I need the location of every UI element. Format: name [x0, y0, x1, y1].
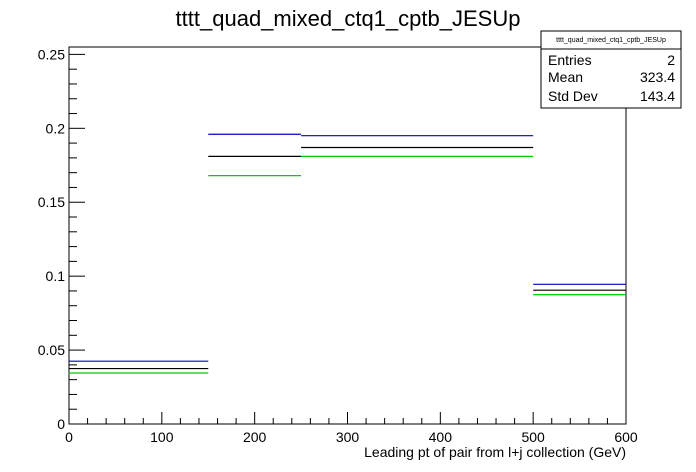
series-layer — [69, 133, 626, 374]
y-tick-label: 0 — [57, 416, 65, 432]
x-tick-label: 100 — [150, 429, 174, 445]
y-tick-label: 0.15 — [38, 194, 65, 210]
stats-mean-value: 323.4 — [640, 69, 675, 85]
stats-stddev-value: 143.4 — [640, 88, 675, 104]
chart-title: tttt_quad_mixed_ctq1_cptb_JESUp — [176, 6, 521, 31]
x-axis: 0 100 200 300 400 500 600 — [65, 412, 638, 445]
x-tick-label: 600 — [614, 429, 638, 445]
histogram-series-2 — [69, 155, 626, 374]
x-tick-label: 500 — [521, 429, 545, 445]
histogram-series-1 — [69, 146, 626, 370]
stats-stddev-label: Std Dev — [548, 88, 598, 104]
x-axis-label: Leading pt of pair from l+j collection (… — [364, 444, 626, 460]
stats-mean-label: Mean — [548, 69, 583, 85]
y-tick-label: 0.2 — [46, 120, 66, 136]
x-tick-label: 200 — [243, 429, 267, 445]
stats-entries-value: 2 — [667, 52, 675, 68]
x-tick-label: 0 — [65, 429, 73, 445]
y-tick-label: 0.25 — [38, 46, 65, 62]
x-tick-label: 400 — [429, 429, 453, 445]
x-tick-label: 300 — [336, 429, 360, 445]
y-tick-label: 0.1 — [46, 268, 66, 284]
stats-box-frame — [540, 30, 682, 109]
stats-box-title: tttt_quad_mixed_ctq1_cptb_JESUp — [556, 37, 666, 44]
stats-entries-label: Entries — [548, 52, 592, 68]
y-tick-label: 0.05 — [38, 342, 65, 358]
histogram-series-0 — [69, 133, 626, 362]
y-axis: 0 0.05 0.1 0.15 0.2 0.25 — [38, 46, 85, 432]
stats-box: tttt_quad_mixed_ctq1_cptb_JESUp Entries … — [540, 30, 682, 109]
